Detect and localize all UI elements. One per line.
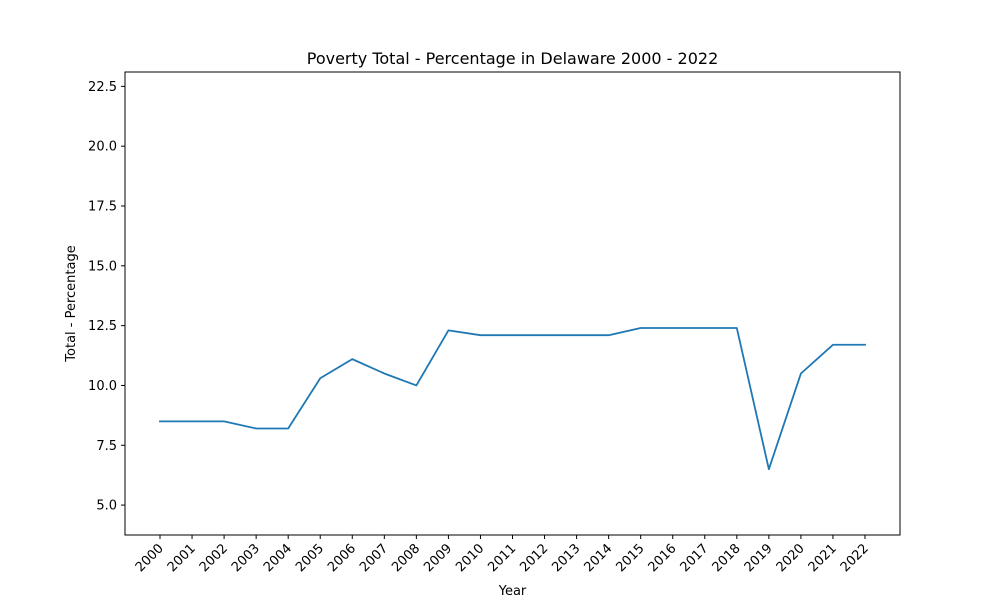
series-layer — [159, 327, 866, 471]
chart-title: Poverty Total - Percentage in Delaware 2… — [307, 49, 719, 68]
y-axis-label: Total - Percentage — [64, 245, 79, 362]
y-tick-label: 22.5 — [88, 80, 117, 95]
y-axis-ticks: 5.0 7.5 10.0 12.5 15.0 17.5 20.0 22.5 — [88, 80, 125, 514]
y-tick-label: 12.5 — [88, 319, 117, 334]
y-tick-label: 15.0 — [88, 259, 117, 274]
y-tick-label: 7.5 — [96, 439, 117, 454]
y-tick-label: 10.0 — [88, 379, 117, 394]
plot-area-frame — [124, 71, 901, 536]
series-line-0 — [159, 327, 866, 471]
x-axis-label: Year — [498, 584, 527, 599]
y-tick-label: 17.5 — [88, 199, 117, 214]
y-tick-label: 20.0 — [88, 140, 117, 155]
y-tick-label: 5.0 — [96, 499, 117, 514]
